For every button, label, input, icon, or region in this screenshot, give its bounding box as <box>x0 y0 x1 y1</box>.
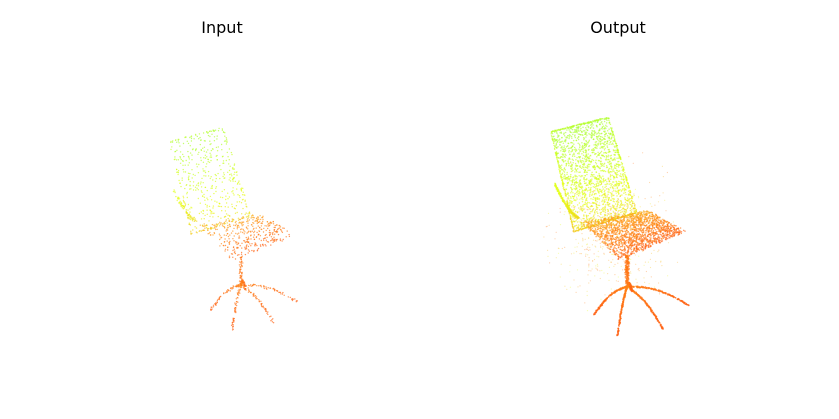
input-panel-title: Input <box>201 18 243 37</box>
output-panel-title: Output <box>590 18 646 37</box>
